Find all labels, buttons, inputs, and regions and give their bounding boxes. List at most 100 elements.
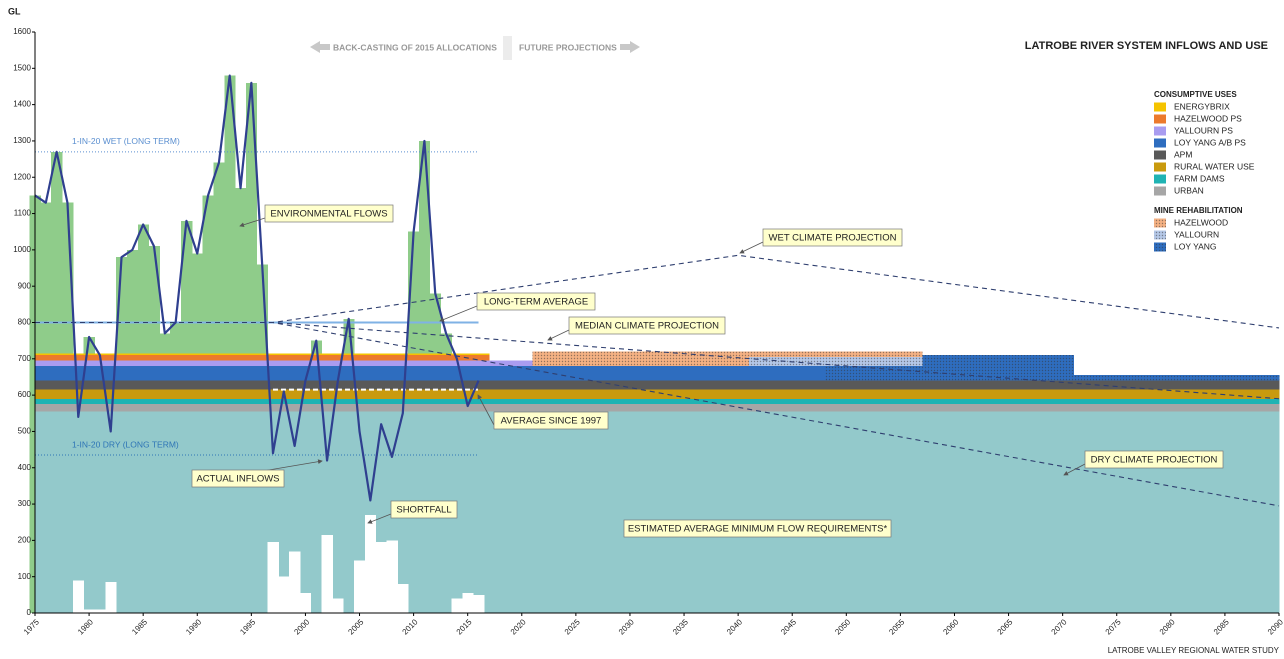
stack-segment [824,356,923,367]
shortfall-bar [321,534,333,613]
x-tick-label: 2005 [346,617,365,636]
x-tick-label: 1990 [184,617,203,636]
stack-segment [922,380,1074,390]
stack-segment [1073,404,1280,412]
stack-segment [748,380,825,390]
x-tick-label: 2055 [887,617,906,636]
projection-line [35,321,1280,507]
stack-segment [489,411,533,613]
shortfall-bar [72,580,85,613]
stack-segment [532,366,750,381]
x-tick-label: 2025 [563,617,582,636]
x-tick-label: 1985 [130,617,149,636]
callout-text: MEDIAN CLIMATE PROJECTION [575,321,719,332]
y-tick-label: 500 [18,427,32,436]
shortfall-bar [289,551,301,613]
x-tick-label: 2030 [617,617,636,636]
stack-segment [824,398,923,405]
divider [503,36,512,60]
y-tick-label: 1200 [13,172,31,181]
stack-segment [748,404,825,412]
stack-segment [35,366,490,381]
x-tick-label: 2015 [455,617,474,636]
legend-title: CONSUMPTIVE USES [1154,90,1237,99]
environmental-flow-bar [245,82,258,613]
callout-text: DRY CLIMATE PROJECTION [1091,455,1218,466]
x-tick-label: 1995 [238,617,257,636]
shortfall-bar [278,576,290,613]
callout-arrow [439,305,478,322]
callout-text: AVERAGE SINCE 1997 [501,416,602,427]
x-tick-label: 2020 [509,617,528,636]
stack-segment [1073,380,1280,390]
legend-label: YALLOURN PS [1174,125,1233,135]
y-tick-label: 900 [18,281,32,290]
legend-swatch [1154,162,1166,172]
stack-segment [1073,375,1280,381]
legend-label: LOY YANG A/B PS [1174,137,1246,147]
stack-segment [532,389,750,399]
shortfall-bar [83,609,95,613]
x-tick-label: 2050 [833,617,852,636]
stack-segment [824,411,923,613]
legend-label: HAZELWOOD [1174,217,1228,227]
legend-label: URBAN [1174,185,1204,195]
stack-segment [1073,411,1280,613]
stack-segment [35,404,490,412]
inflow-line [34,74,480,502]
callout-arrow [477,394,495,426]
stack-segment [824,404,923,412]
shortfall-bar [332,598,344,613]
legend-swatch [1154,126,1166,136]
reference-label: 1-IN-20 DRY (LONG TERM) [72,439,179,449]
legend-swatch [1154,230,1166,240]
stack-segment [922,404,1074,412]
y-tick-label: 1100 [14,209,32,218]
stack-segment [35,398,490,405]
y-tick-label: 1400 [13,100,31,109]
callout-arrow [1063,463,1086,476]
stack-segment [748,411,825,613]
reference-label: 1-IN-20 WET (LONG TERM) [72,136,180,146]
x-tick-label: 1975 [22,617,41,636]
stack-segment [532,398,750,405]
stack-segment [824,351,923,357]
stack-segment [748,356,825,367]
x-tick-label: 2000 [292,617,311,636]
y-tick-label: 400 [18,463,32,472]
note-left: BACK-CASTING OF 2015 ALLOCATIONS [333,42,497,52]
shortfall-bar [386,540,398,613]
shortfall-bar [300,593,312,613]
legend-swatch [1154,242,1166,252]
stack-segment [1073,398,1280,405]
callout-text: ACTUAL INFLOWS [196,474,279,485]
y-axis-label: GL [8,6,21,16]
x-tick-label: 2080 [1158,617,1177,636]
stack-segment [922,398,1074,405]
y-tick-label: 100 [18,572,32,581]
x-tick-label: 2045 [779,617,798,636]
stack-segment [824,389,923,399]
legend-swatch [1154,174,1166,184]
stack-segment [922,411,1074,613]
stack-segment [922,389,1074,399]
stack-segment [532,380,750,390]
stack-segment [748,398,825,405]
y-tick-label: 700 [18,354,32,363]
y-tick-label: 300 [18,499,32,508]
stack-segment [35,380,490,390]
callout-box [623,519,892,538]
callout-text: LONG-TERM AVERAGE [484,297,588,308]
callout-text: WET CLIMATE PROJECTION [769,233,897,244]
shortfall-bar [473,594,485,613]
note-right: FUTURE PROJECTIONS [519,42,617,52]
x-tick-label: 2075 [1104,617,1123,636]
stack-segment [1073,389,1280,399]
callout-box [191,469,285,488]
callout-box [264,204,394,223]
x-tick-label: 2060 [941,617,960,636]
stack-segment [489,366,533,381]
shortfall-bar [105,582,117,613]
legend-swatch [1154,150,1166,160]
